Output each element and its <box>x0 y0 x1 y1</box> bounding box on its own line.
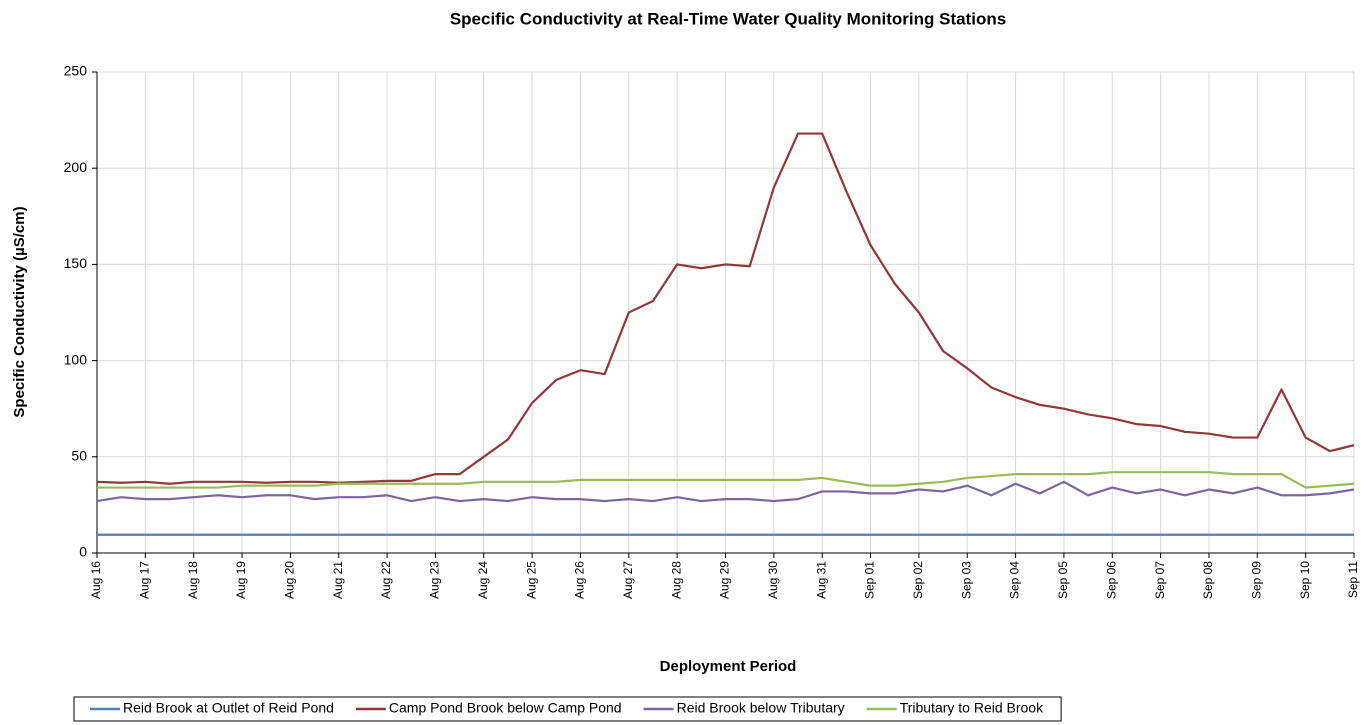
y-tick-label: 150 <box>64 255 88 271</box>
x-tick-label: Aug 22 <box>379 561 393 599</box>
series-line <box>96 480 1355 503</box>
series-line <box>96 132 1355 485</box>
y-tick-label: 50 <box>71 448 87 464</box>
x-tick-label: Aug 31 <box>814 561 828 599</box>
x-tick-label: Sep 09 <box>1249 561 1263 599</box>
x-tick-label: Aug 19 <box>234 561 248 599</box>
x-tick-label: Sep 05 <box>1056 561 1070 599</box>
legend-label: Camp Pond Brook below Camp Pond <box>389 700 622 716</box>
y-axis-title: Specific Conductivity (µS/cm) <box>11 206 28 417</box>
legend-label: Reid Brook at Outlet of Reid Pond <box>123 700 334 716</box>
legend-box <box>73 696 1062 722</box>
x-tick-label: Aug 29 <box>718 561 732 599</box>
x-tick-label: Sep 04 <box>1008 561 1022 599</box>
x-tick-label: Aug 25 <box>524 561 538 599</box>
x-tick-label: Sep 02 <box>911 561 925 599</box>
legend-label: Tributary to Reid Brook <box>900 700 1044 716</box>
chart-title: Specific Conductivity at Real-Time Water… <box>450 9 1006 28</box>
y-tick-label: 250 <box>64 63 88 79</box>
x-tick-label: Sep 10 <box>1298 561 1312 599</box>
y-tick-label: 200 <box>64 159 88 175</box>
x-tick-label: Aug 16 <box>89 561 103 599</box>
x-tick-label: Aug 28 <box>669 561 683 599</box>
x-tick-label: Sep 07 <box>1153 561 1167 599</box>
x-tick-label: Sep 03 <box>959 561 973 599</box>
x-tick-label: Sep 01 <box>863 561 877 599</box>
x-tick-label: Aug 24 <box>476 561 490 599</box>
x-tick-label: Aug 30 <box>766 561 780 599</box>
series-line <box>97 471 1355 489</box>
x-tick-label: Sep 11 <box>1346 561 1360 598</box>
x-tick-label: Aug 21 <box>331 561 345 599</box>
legend: Reid Brook at Outlet of Reid Pond Camp Po… <box>73 696 1062 722</box>
x-tick-label: Sep 06 <box>1104 561 1118 599</box>
legend-label: Reid Brook below Tributary <box>677 700 845 716</box>
x-tick-label: Sep 08 <box>1201 561 1215 599</box>
x-axis-title: Deployment Period <box>660 658 797 675</box>
x-tick-label: Aug 26 <box>573 561 587 599</box>
y-tick-label: 100 <box>64 351 88 367</box>
x-tick-label: Aug 27 <box>621 561 635 599</box>
x-tick-label: Aug 17 <box>138 561 152 599</box>
y-tick-label: 0 <box>79 544 87 560</box>
x-tick-label: Aug 20 <box>283 561 297 599</box>
x-tick-label: Aug 23 <box>428 561 442 599</box>
x-tick-label: Aug 18 <box>186 561 200 599</box>
